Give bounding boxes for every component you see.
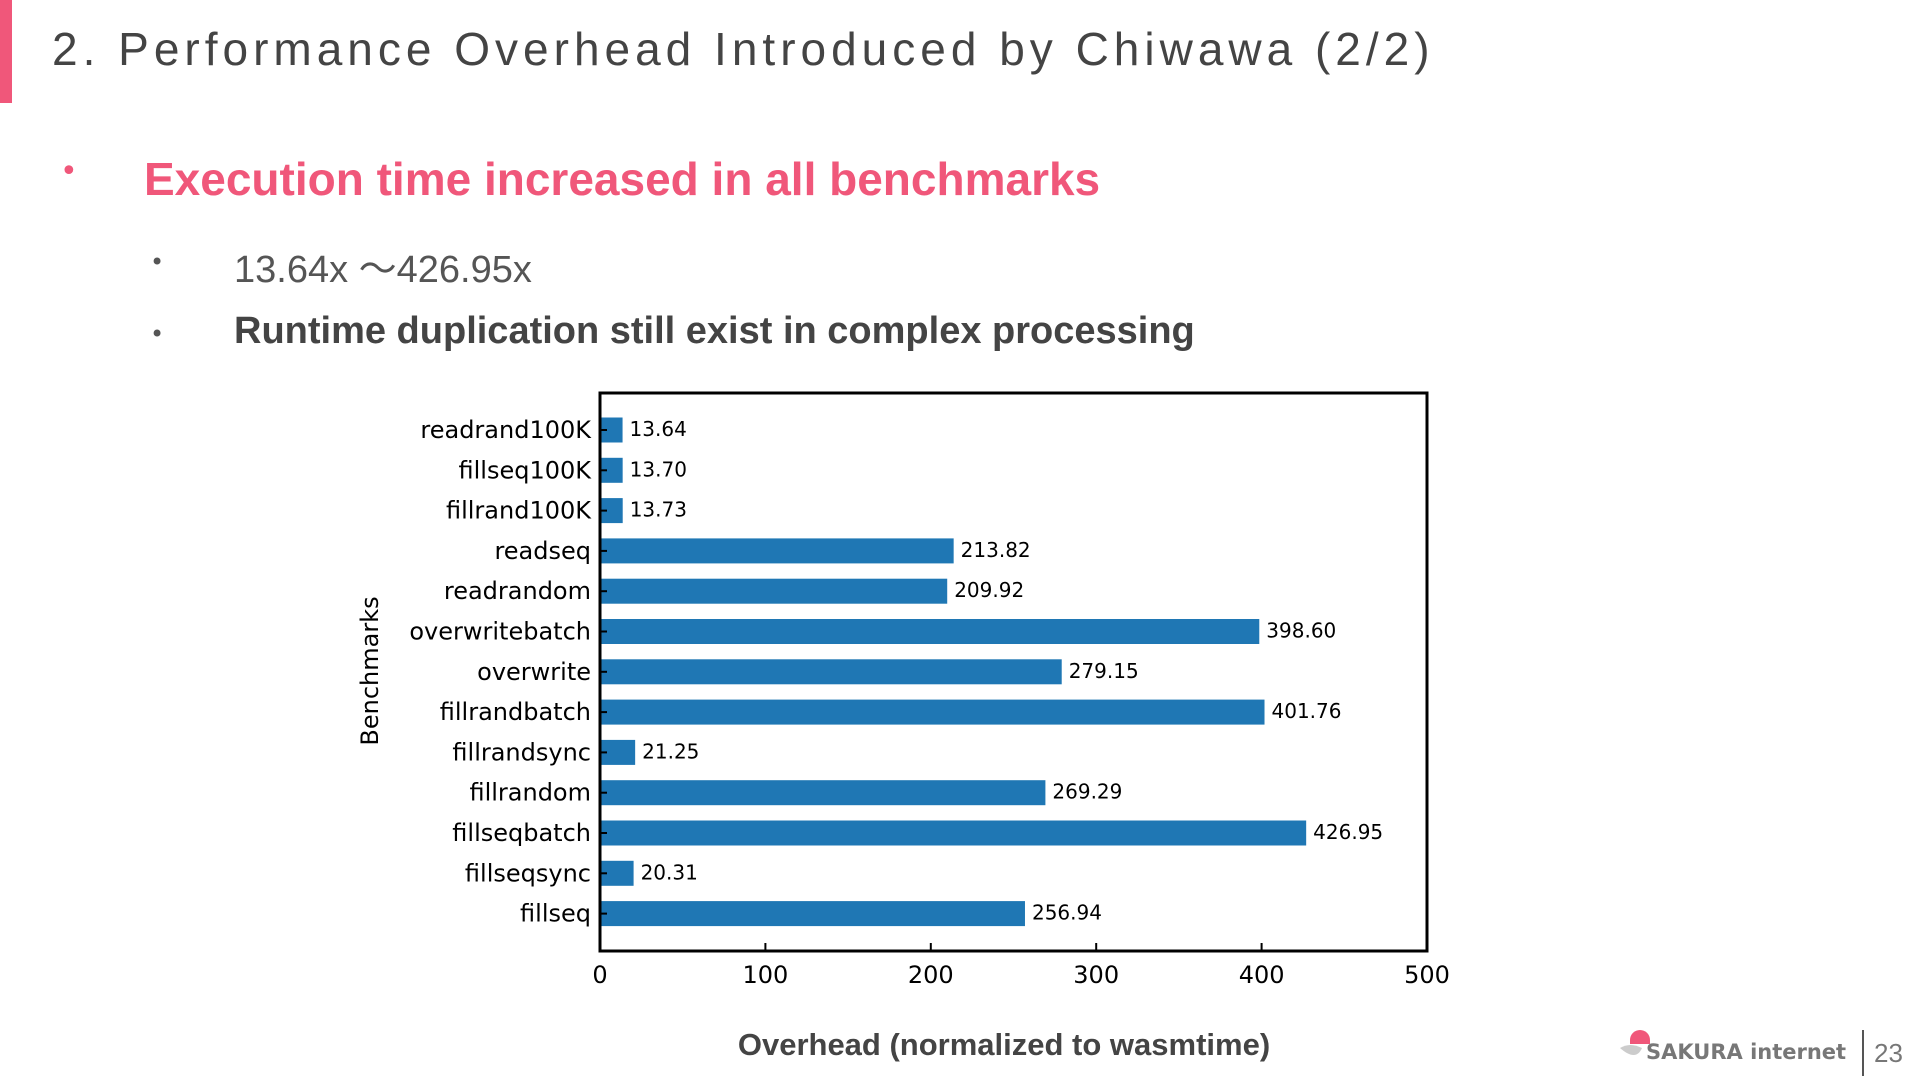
x-tick-label: 0	[592, 961, 607, 989]
bar	[600, 417, 623, 443]
bar	[600, 538, 954, 564]
category-label: fillrandsync	[452, 738, 591, 766]
page-number: 23	[1874, 1038, 1903, 1068]
x-tick-label: 100	[742, 961, 788, 989]
bullet-marker: •	[150, 248, 165, 276]
y-axis-label: Benchmarks	[356, 596, 384, 745]
value-label: 21.25	[642, 739, 699, 763]
bar	[600, 820, 1307, 846]
bullet-marker: •	[60, 154, 78, 189]
value-label: 20.31	[641, 860, 698, 884]
category-label: readrandom	[444, 577, 591, 605]
category-label: fillseqbatch	[452, 819, 591, 847]
category-label: fillseq	[520, 900, 591, 928]
value-label: 256.94	[1032, 901, 1102, 925]
bar	[600, 901, 1025, 927]
category-label: overwritebatch	[409, 618, 591, 646]
value-label: 398.60	[1266, 619, 1336, 643]
title-accent-bar	[0, 0, 12, 103]
value-label: 13.64	[630, 417, 687, 441]
value-label: 213.82	[961, 538, 1031, 562]
footer-divider	[1862, 1030, 1864, 1076]
category-label: fillrand100K	[446, 497, 592, 525]
x-tick-label: 500	[1404, 961, 1450, 989]
value-label: 279.15	[1069, 659, 1139, 683]
bar	[600, 498, 623, 524]
bar	[600, 659, 1062, 685]
sub-bullet-range: 13.64x ～426.95x	[234, 249, 532, 291]
x-tick-label: 300	[1073, 961, 1119, 989]
bar	[600, 578, 948, 604]
bar	[600, 457, 623, 483]
logo-text: SAKURA internet	[1646, 1040, 1847, 1064]
category-label: fillseqsync	[465, 859, 591, 887]
value-label: 401.76	[1272, 699, 1342, 723]
value-label: 13.73	[630, 498, 687, 522]
main-bullet: Execution time increased in all benchmar…	[144, 153, 1101, 205]
category-label: overwrite	[477, 658, 591, 686]
category-label: readseq	[494, 537, 591, 565]
value-label: 13.70	[630, 457, 687, 481]
slide-title: 2. Performance Overhead Introduced by Ch…	[52, 23, 1435, 75]
x-tick-label: 400	[1239, 961, 1285, 989]
category-label: fillrandbatch	[440, 698, 591, 726]
x-tick-label: 200	[908, 961, 954, 989]
bar	[600, 780, 1046, 806]
category-label: readrand100K	[420, 416, 592, 444]
value-label: 209.92	[954, 578, 1024, 602]
bar	[600, 619, 1260, 644]
sakura-logo	[1620, 1030, 1650, 1055]
bar	[600, 699, 1265, 725]
value-label: 269.29	[1052, 780, 1122, 804]
sub-bullet-note: Runtime duplication still exist in compl…	[234, 310, 1195, 352]
category-label: fillrandom	[469, 779, 591, 807]
plot-frame	[598, 391, 1429, 953]
category-label: fillseq100K	[458, 456, 592, 484]
bullet-marker: •	[150, 320, 165, 348]
x-axis-label: Overhead (normalized to wasmtime)	[738, 1027, 1270, 1062]
value-label: 426.95	[1313, 820, 1383, 844]
